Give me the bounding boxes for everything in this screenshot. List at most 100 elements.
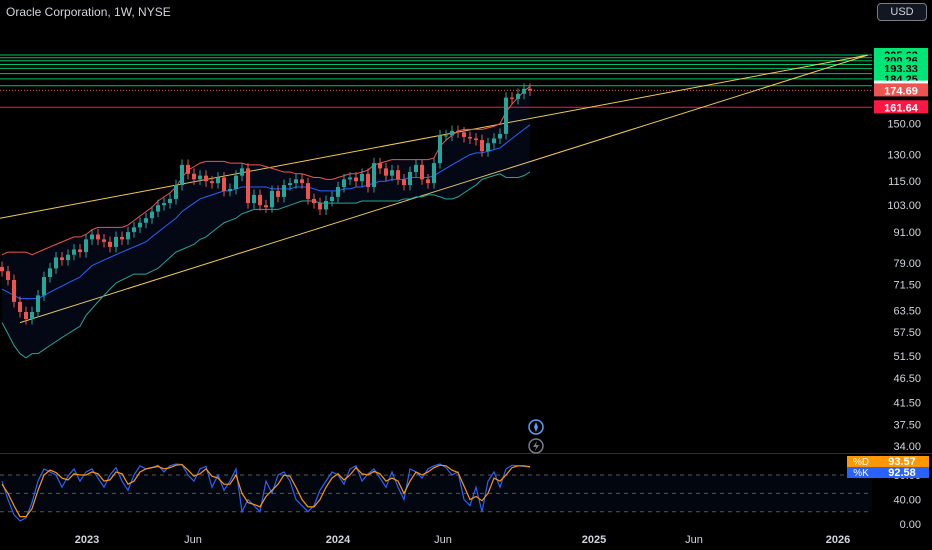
candle [522, 83, 526, 100]
candle [252, 189, 256, 209]
candle-body [180, 164, 184, 186]
candle [180, 159, 184, 191]
candle [378, 157, 382, 174]
stoch-d-line [1, 463, 531, 518]
candle [348, 172, 352, 185]
candle [264, 199, 268, 213]
candle [468, 131, 472, 144]
candle-body [132, 227, 136, 233]
candle [48, 263, 52, 283]
candle [384, 163, 388, 182]
candle-body [36, 295, 40, 312]
candle-body [402, 179, 406, 186]
candle [78, 244, 82, 258]
candle-body [150, 211, 154, 219]
candle-body [48, 268, 52, 278]
candle [162, 197, 166, 211]
candle-body [126, 232, 130, 240]
candle [216, 172, 220, 189]
candle-body [18, 301, 22, 312]
candle-body [120, 236, 124, 240]
time-tick-label: Jun [184, 534, 202, 546]
candle [186, 159, 190, 180]
price-tag-label: 161.64 [884, 102, 919, 114]
candle [234, 170, 238, 195]
time-tick-label: 2026 [826, 534, 850, 546]
candle-body [306, 183, 310, 199]
candle-body [438, 135, 442, 164]
candle-body [12, 279, 16, 302]
candle [318, 197, 322, 215]
candle-body [276, 190, 280, 197]
candle-body [90, 234, 94, 240]
candle [102, 234, 106, 248]
candle [204, 170, 208, 187]
price-tick-label: 57.50 [893, 327, 921, 339]
candle-body [288, 183, 292, 186]
price-tick-label: 51.50 [893, 351, 921, 363]
candle [312, 193, 316, 209]
candle [390, 164, 394, 182]
candle [294, 173, 298, 189]
candle-body [54, 257, 58, 269]
candle-body [492, 138, 496, 144]
time-tick-label: Jun [434, 534, 452, 546]
candle-body [498, 133, 502, 139]
candle [84, 234, 88, 258]
candle-body [78, 249, 82, 253]
stoch-tag-value: 93.57 [888, 456, 916, 468]
candle [108, 236, 112, 253]
price-tick-label: 46.50 [893, 373, 921, 385]
candle-body [114, 236, 118, 247]
candle [12, 274, 16, 308]
candle [324, 195, 328, 215]
candle-body [390, 170, 394, 176]
candle-body [468, 136, 472, 139]
candle [258, 189, 262, 211]
candle-body [450, 130, 454, 136]
candle [486, 137, 490, 157]
candle [504, 92, 508, 140]
candle-body [432, 163, 436, 184]
candle [222, 172, 226, 197]
lower-trendline [19, 54, 869, 324]
candle-body [138, 222, 142, 228]
price-tick-label: 37.50 [893, 420, 921, 432]
candle-body [510, 97, 514, 99]
candle-body [228, 188, 232, 191]
candle-body [168, 198, 172, 204]
candle [300, 173, 304, 189]
flag-icon [528, 419, 544, 435]
candle-body [300, 179, 304, 184]
candle [480, 134, 484, 157]
candle [126, 226, 130, 245]
price-tick-label: 63.50 [893, 305, 921, 317]
bb-mid-line [1, 124, 531, 300]
candle-body [480, 140, 484, 152]
candle-body [108, 241, 112, 247]
chart-title: Oracle Corporation, 1W, NYSE [6, 5, 171, 19]
candle [492, 133, 496, 149]
candle-body [414, 164, 418, 172]
candle [156, 199, 160, 218]
candle-body [198, 175, 202, 180]
candle [342, 173, 346, 193]
candle [444, 130, 448, 141]
bollinger-fill [2, 86, 530, 358]
candle-body [96, 234, 100, 240]
candle-body [348, 177, 352, 180]
candle [276, 185, 280, 203]
price-tick-label: 79.00 [893, 258, 921, 270]
currency-button[interactable]: USD [877, 3, 927, 21]
candle [438, 130, 442, 169]
candle-body [258, 194, 262, 206]
candle [96, 229, 100, 245]
candle [66, 249, 70, 266]
candle-body [42, 277, 46, 296]
time-tick-label: 2023 [75, 534, 99, 546]
candle [30, 306, 34, 325]
candle [174, 179, 178, 205]
candle-body [222, 177, 226, 191]
time-tick-label: 2025 [582, 534, 606, 546]
